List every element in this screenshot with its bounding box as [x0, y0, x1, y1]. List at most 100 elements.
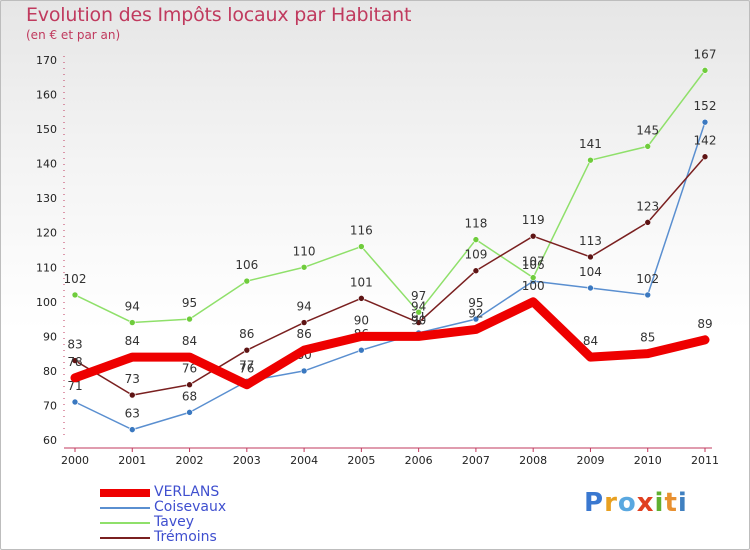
data-label-tremoins: 123 — [636, 199, 659, 213]
data-point-tavey — [186, 315, 193, 323]
data-label-tavey: 95 — [182, 296, 197, 310]
data-label-tavey: 167 — [694, 47, 717, 61]
x-tick-label: 2001 — [118, 454, 146, 467]
legend-swatch — [100, 522, 150, 524]
legend-swatch — [100, 507, 150, 509]
y-tick-label: 70 — [43, 399, 57, 412]
y-tick-label: 100 — [36, 296, 57, 309]
x-tick-label: 2003 — [233, 454, 261, 467]
data-label-tavey: 97 — [411, 289, 426, 303]
legend-label: Coisevaux — [154, 499, 227, 515]
x-tick-label: 2005 — [347, 454, 375, 467]
data-label-coisevaux: 68 — [182, 389, 197, 403]
data-label-verlans: 85 — [640, 331, 655, 345]
data-label-tremoins: 113 — [579, 234, 602, 248]
data-point-tavey — [644, 143, 652, 150]
data-point-tavey — [243, 277, 251, 285]
data-label-verlans: 89 — [697, 317, 712, 331]
data-label-verlans: 100 — [522, 279, 545, 293]
logo-letter: i — [677, 488, 688, 518]
data-point-tremoins — [71, 357, 79, 364]
data-point-coisevaux — [128, 426, 136, 433]
data-point-tremoins — [701, 153, 709, 161]
y-tick-label: 90 — [43, 330, 57, 343]
data-point-coisevaux — [358, 346, 365, 354]
data-label-tavey: 118 — [464, 217, 487, 231]
data-point-tavey — [701, 67, 709, 74]
x-tick-label: 2004 — [290, 454, 318, 467]
logo-letter: i — [654, 488, 665, 518]
logo-letter: o — [617, 488, 637, 518]
data-point-tremoins — [186, 381, 193, 389]
data-point-coisevaux — [587, 284, 594, 292]
data-label-verlans: 76 — [239, 362, 254, 376]
data-point-tremoins — [128, 391, 136, 399]
data-label-tremoins: 94 — [411, 300, 426, 314]
legend-label: Trémoins — [154, 529, 217, 545]
y-tick-label: 150 — [36, 123, 57, 136]
data-point-tavey — [358, 243, 365, 250]
data-label-coisevaux: 106 — [522, 258, 545, 272]
data-point-tremoins — [644, 219, 652, 226]
data-label-verlans: 78 — [67, 355, 82, 369]
chart-subtitle: (en € et par an) — [26, 28, 121, 42]
data-label-tavey: 145 — [636, 123, 659, 137]
logo-letter: P — [584, 488, 605, 518]
x-tick-label: 2002 — [176, 454, 204, 467]
data-point-tremoins — [529, 232, 537, 240]
series-line-tremoins — [74, 155, 706, 396]
data-point-tavey — [529, 274, 537, 281]
data-label-tremoins: 94 — [296, 300, 311, 314]
x-tick-label: 2000 — [61, 454, 89, 467]
data-label-tavey: 102 — [64, 272, 87, 286]
data-label-tremoins: 101 — [350, 275, 373, 289]
data-label-coisevaux: 77 — [239, 358, 254, 372]
x-tick-label: 2008 — [519, 454, 547, 467]
y-tick-label: 80 — [43, 365, 57, 378]
y-tick-label: 130 — [36, 192, 57, 205]
data-point-tavey — [587, 156, 594, 164]
data-label-coisevaux: 71 — [67, 379, 82, 393]
proxiti-logo: Proxiti — [584, 488, 688, 518]
series-line-verlans — [70, 297, 710, 390]
y-tick-label: 120 — [36, 227, 57, 240]
x-tick-label: 2010 — [634, 454, 662, 467]
data-label-tavey: 94 — [125, 300, 140, 314]
data-label-tremoins: 73 — [125, 372, 140, 386]
series-line-tavey — [74, 69, 706, 324]
data-point-tremoins — [415, 319, 422, 326]
data-label-tavey: 107 — [522, 255, 545, 269]
logo-letter: t — [664, 488, 678, 518]
series-line-coisevaux — [74, 121, 706, 431]
x-tick-label: 2011 — [691, 454, 719, 467]
legend-label: VERLANS — [154, 484, 220, 500]
data-label-verlans: 84 — [583, 334, 598, 348]
data-point-coisevaux — [300, 367, 308, 375]
data-point-tavey — [415, 308, 422, 316]
data-point-tremoins — [358, 295, 365, 302]
x-tick-label: 2006 — [405, 454, 433, 467]
legend-swatch — [100, 489, 150, 497]
data-label-verlans: 84 — [125, 334, 140, 348]
data-label-tremoins: 119 — [522, 213, 545, 227]
data-point-tavey — [128, 319, 136, 326]
data-label-tremoins: 76 — [182, 362, 197, 376]
data-point-coisevaux — [186, 409, 193, 416]
data-label-verlans: 90 — [354, 313, 369, 327]
data-label-coisevaux: 102 — [636, 272, 659, 286]
legend-swatch — [100, 537, 150, 539]
data-point-coisevaux — [701, 118, 709, 126]
data-label-coisevaux: 95 — [468, 296, 483, 310]
data-point-tremoins — [472, 267, 480, 275]
data-label-tremoins: 142 — [694, 134, 717, 148]
data-label-tavey: 116 — [350, 224, 373, 238]
data-label-verlans: 84 — [182, 334, 197, 348]
data-label-coisevaux: 104 — [579, 265, 602, 279]
data-point-coisevaux — [472, 315, 480, 323]
y-tick-label: 110 — [36, 261, 57, 274]
y-tick-label: 160 — [36, 89, 57, 102]
data-label-coisevaux: 152 — [694, 99, 717, 113]
data-point-tremoins — [300, 319, 308, 326]
data-point-tavey — [472, 236, 480, 243]
